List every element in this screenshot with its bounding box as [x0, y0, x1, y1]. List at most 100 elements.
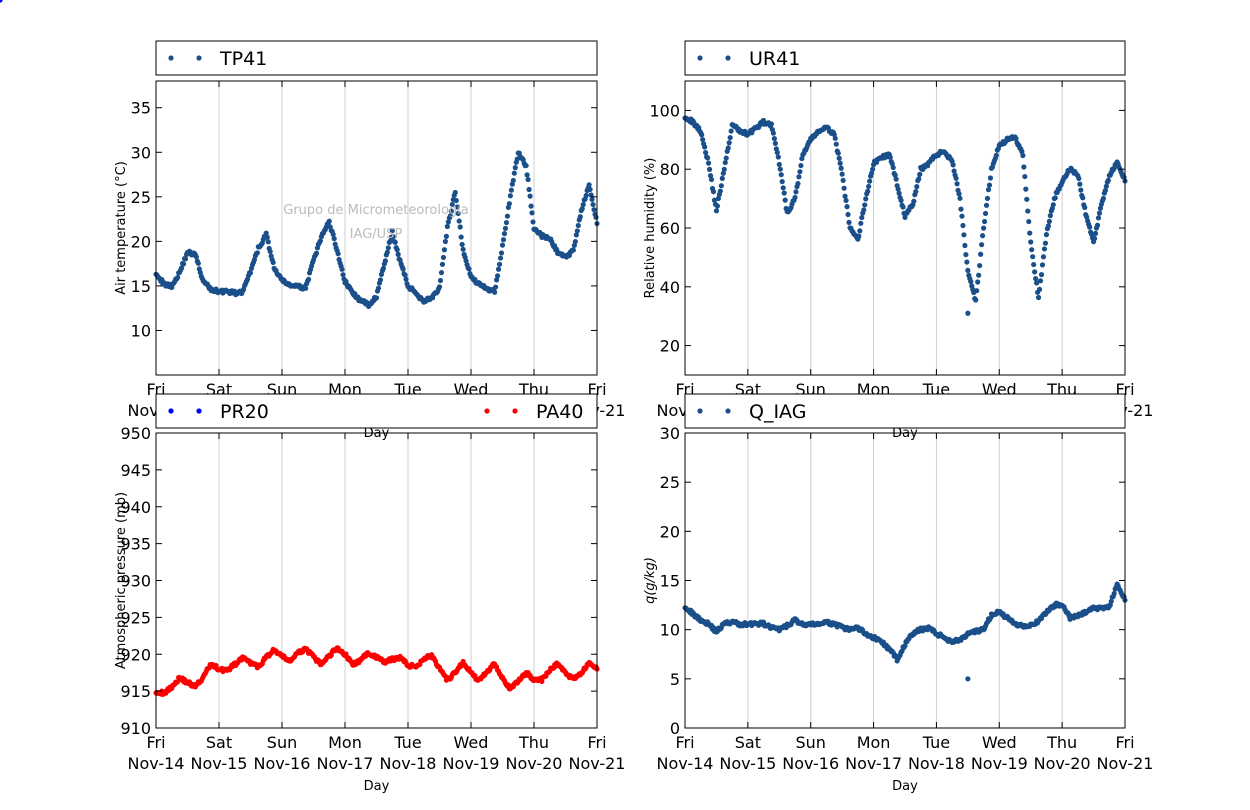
data-point — [795, 181, 801, 187]
data-point — [270, 259, 276, 266]
data-point — [1043, 232, 1050, 238]
data-point — [579, 206, 585, 212]
x-tick-label-day: Thu — [518, 733, 549, 752]
data-point — [861, 207, 867, 213]
y-tick-label: 5 — [670, 670, 680, 689]
data-point — [1025, 208, 1031, 214]
data-point — [720, 170, 726, 176]
data-point — [964, 259, 970, 265]
data-point — [842, 193, 848, 199]
data-point — [869, 170, 875, 176]
y-axis-label: Atmospheric pressure (mb) — [114, 492, 129, 669]
data-point — [590, 201, 596, 208]
data-point — [593, 214, 599, 220]
y-tick-label: 60 — [660, 219, 680, 238]
data-point — [525, 176, 531, 183]
legend-frame — [684, 393, 1126, 429]
data-point — [1026, 218, 1032, 225]
data-point — [511, 170, 517, 176]
y-axis-label: Relative humidity (%) — [643, 158, 658, 299]
data-point — [900, 204, 906, 210]
data-point — [437, 277, 444, 284]
data-point — [1046, 218, 1052, 224]
data-point — [836, 155, 842, 161]
data-point — [856, 233, 862, 239]
legend-frame — [684, 40, 1126, 76]
data-point — [1039, 262, 1046, 268]
data-point — [575, 222, 581, 229]
y-tick-label: 20 — [660, 522, 680, 541]
data-point — [589, 196, 595, 203]
data-point — [380, 265, 386, 272]
data-point — [858, 220, 864, 226]
data-point — [699, 132, 705, 138]
data-point — [458, 234, 464, 240]
series-ur41 — [682, 115, 1128, 303]
data-point — [718, 183, 724, 189]
x-tick-label-date: Nov-16 — [782, 754, 839, 773]
data-point — [913, 189, 919, 195]
data-point — [382, 258, 388, 264]
data-point — [895, 186, 901, 192]
data-point — [832, 135, 838, 141]
data-point — [719, 175, 725, 181]
data-point — [705, 160, 712, 166]
data-point — [178, 265, 185, 271]
data-point — [524, 172, 530, 178]
x-tick-label-day: Wed — [982, 733, 1017, 752]
legend: PR20 PA40 — [155, 393, 598, 429]
data-point — [500, 237, 507, 243]
plot-frame — [155, 80, 598, 376]
data-point — [768, 121, 775, 127]
data-point — [770, 130, 776, 136]
x-tick-label-date: Nov-16 — [254, 754, 311, 773]
x-tick-label-day: Fri — [675, 733, 694, 752]
data-point — [305, 276, 312, 282]
data-point — [914, 184, 920, 190]
data-point — [267, 248, 273, 255]
data-point — [586, 182, 592, 188]
data-point — [721, 166, 727, 172]
data-point — [980, 225, 987, 231]
x-tick-label-day: Sat — [735, 733, 761, 752]
data-point — [777, 166, 783, 172]
data-point — [725, 145, 731, 151]
data-point — [846, 219, 852, 225]
data-point — [714, 203, 721, 209]
data-point — [771, 135, 777, 142]
data-point — [331, 236, 337, 242]
y-tick-label: 30 — [660, 424, 680, 443]
legend-label: Q_IAG — [749, 401, 806, 423]
data-point — [436, 284, 443, 290]
data-point — [1035, 294, 1042, 301]
data-point — [454, 204, 460, 210]
data-point — [340, 272, 346, 278]
y-tick-label: 15 — [660, 572, 680, 591]
data-point — [950, 162, 956, 168]
legend-marker — [196, 55, 202, 61]
data-point — [265, 239, 271, 245]
data-point — [1050, 202, 1056, 208]
data-point — [704, 155, 711, 161]
data-point — [452, 189, 458, 196]
data-point — [715, 195, 721, 202]
data-point — [1082, 204, 1088, 211]
data-point — [859, 214, 865, 221]
data-point — [957, 195, 963, 201]
y-tick-label: 30 — [131, 143, 151, 162]
data-point — [1111, 590, 1117, 597]
data-point — [247, 270, 254, 276]
data-point — [844, 204, 850, 210]
data-point — [385, 245, 391, 251]
data-point — [504, 213, 511, 219]
data-point — [977, 262, 983, 269]
legend-label: PA40 — [536, 401, 583, 423]
x-tick-label-day: Fri — [146, 733, 165, 752]
data-point — [493, 277, 500, 283]
data-point — [402, 272, 408, 278]
data-point — [778, 172, 784, 178]
data-point — [1108, 598, 1114, 604]
data-point — [798, 162, 804, 169]
data-point — [499, 242, 506, 248]
